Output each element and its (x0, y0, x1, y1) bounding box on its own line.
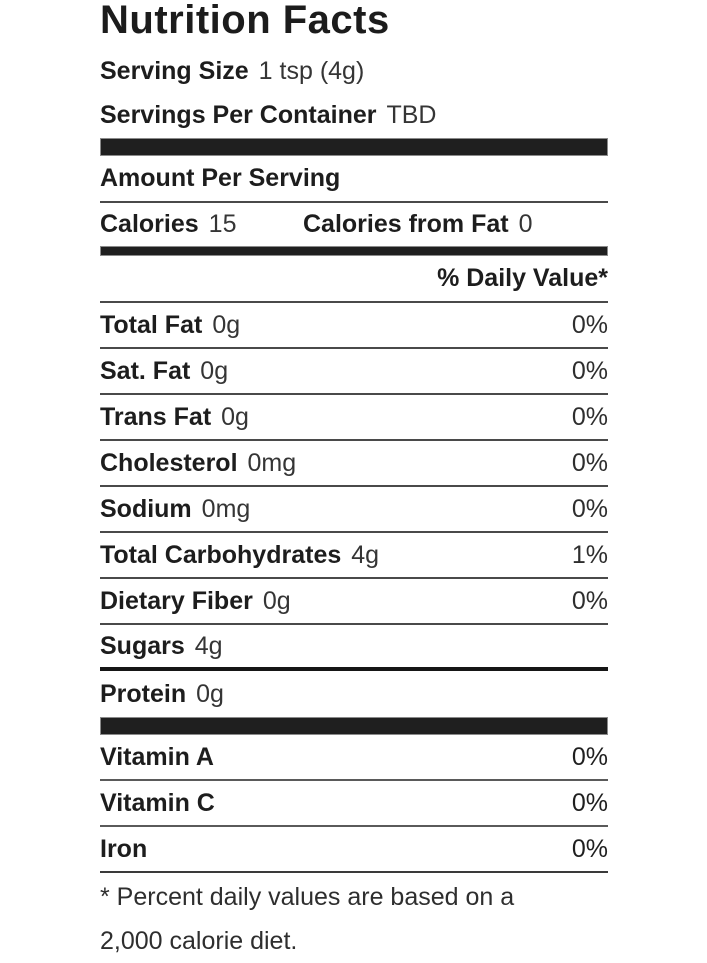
label-title: Nutrition Facts (100, 0, 390, 42)
divider-bar-thick-bottom (100, 717, 608, 735)
nutrient-row-sodium: Sodium 0mg 0% (100, 487, 608, 533)
nutrient-amount: 4g (194, 631, 223, 660)
nutrient-daily-value: 0% (571, 356, 608, 385)
serving-size-label: Serving Size (100, 57, 249, 85)
vitamin-label: Iron (100, 834, 148, 863)
nutrient-amount: 0g (212, 310, 241, 339)
vitamin-row-iron: Iron 0% (100, 827, 608, 873)
nutrient-amount: 0mg (247, 448, 297, 477)
nutrient-amount: 0g (262, 586, 291, 615)
serving-size-row: Serving Size 1 tsp (4g) (100, 50, 608, 93)
footnote: * Percent daily values are based on a 2,… (100, 873, 608, 963)
calories-group: Calories 15 (100, 210, 303, 239)
calories-from-fat-value: 0 (518, 210, 533, 238)
vitamin-label: Vitamin A (100, 742, 214, 771)
nutrient-daily-value: 1% (571, 540, 608, 569)
servings-per-container-row: Servings Per Container TBD (100, 93, 608, 138)
nutrient-row-total-carbohydrates: Total Carbohydrates 4g 1% (100, 533, 608, 579)
nutrient-row-total-fat: Total Fat 0g 0% (100, 303, 608, 349)
nutrient-amount: 0g (196, 679, 224, 708)
divider-bar-medium (100, 246, 608, 256)
vitamin-label: Vitamin C (100, 788, 215, 817)
servings-per-container-label: Servings Per Container (100, 101, 377, 129)
nutrient-label: Protein (100, 679, 187, 708)
nutrient-daily-value: 0% (571, 448, 608, 477)
divider-bar-thick-top (100, 138, 608, 156)
nutrient-row-cholesterol: Cholesterol 0mg 0% (100, 441, 608, 487)
nutrient-amount: 0g (200, 356, 229, 385)
calories-from-fat-group: Calories from Fat 0 (303, 210, 533, 239)
nutrition-facts-label: Nutrition Facts Serving Size 1 tsp (4g) … (100, 0, 608, 963)
nutrient-label: Total Fat (100, 310, 203, 339)
amount-per-serving-row: Amount Per Serving (100, 156, 608, 203)
nutrient-label: Sodium (100, 494, 192, 523)
nutrient-row-dietary-fiber: Dietary Fiber 0g 0% (100, 579, 608, 625)
nutrient-daily-value: 0% (571, 494, 608, 523)
nutrient-label: Dietary Fiber (100, 586, 253, 615)
nutrient-daily-value: 0% (571, 402, 608, 431)
vitamin-daily-value: 0% (571, 742, 608, 771)
nutrient-row-sat-fat: Sat. Fat 0g 0% (100, 349, 608, 395)
footnote-line-1: * Percent daily values are based on a (100, 883, 515, 911)
servings-per-container-value: TBD (386, 101, 437, 129)
nutrient-label: Trans Fat (100, 402, 212, 431)
nutrient-amount: 4g (351, 540, 380, 569)
calories-value: 15 (208, 210, 237, 238)
nutrient-label: Total Carbohydrates (100, 540, 342, 569)
nutrient-row-sugars: Sugars 4g (100, 625, 608, 671)
calories-from-fat-label: Calories from Fat (303, 210, 509, 238)
vitamin-daily-value: 0% (571, 788, 608, 817)
calories-label: Calories (100, 210, 199, 238)
nutrient-label: Sat. Fat (100, 356, 191, 385)
daily-value-header: % Daily Value* (100, 256, 608, 303)
amount-per-serving-label: Amount Per Serving (100, 164, 341, 192)
nutrient-row-trans-fat: Trans Fat 0g 0% (100, 395, 608, 441)
calories-row: Calories 15 Calories from Fat 0 (100, 203, 608, 246)
nutrient-label: Sugars (100, 631, 185, 660)
serving-size-value: 1 tsp (4g) (258, 57, 365, 85)
vitamin-daily-value: 0% (571, 834, 608, 863)
vitamin-row-a: Vitamin A 0% (100, 735, 608, 781)
nutrient-daily-value: 0% (571, 310, 608, 339)
nutrient-row-protein: Protein 0g (100, 671, 608, 717)
nutrient-amount: 0mg (201, 494, 251, 523)
nutrient-daily-value: 0% (571, 586, 608, 615)
footnote-line-2: 2,000 calorie diet. (100, 927, 298, 955)
vitamin-row-c: Vitamin C 0% (100, 781, 608, 827)
nutrient-amount: 0g (221, 402, 249, 431)
nutrient-label: Cholesterol (100, 448, 238, 477)
